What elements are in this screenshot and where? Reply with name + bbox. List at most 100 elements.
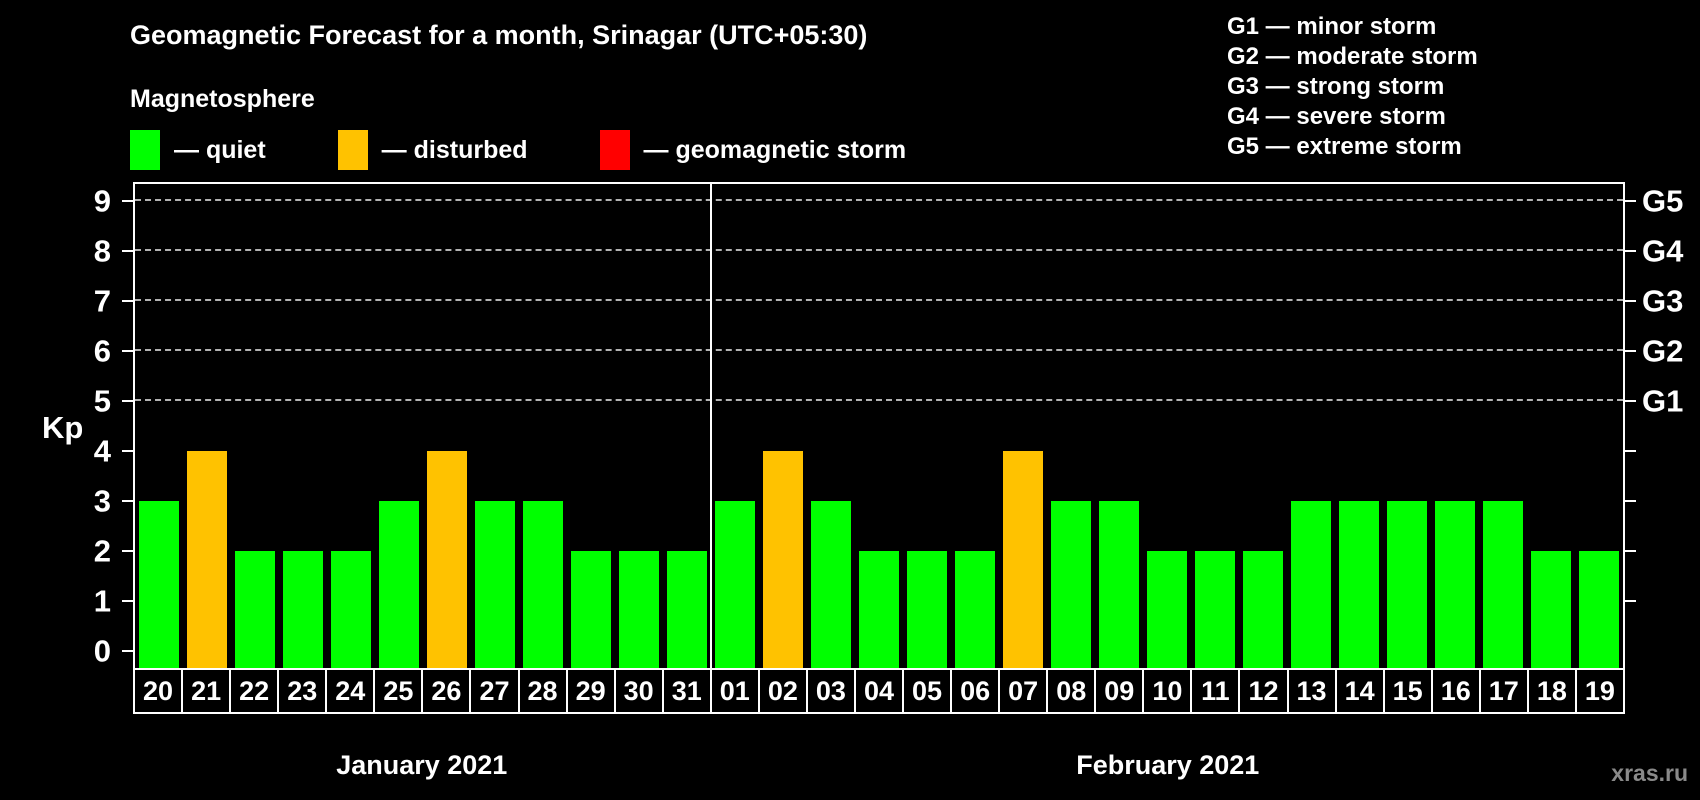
kp-bar-day-27	[474, 501, 516, 668]
kp-bar-day-21	[186, 451, 228, 668]
legend-item-quiet: — quiet	[130, 130, 266, 170]
legend-swatch-storm	[599, 130, 630, 170]
g-label-g3: G3	[1642, 283, 1684, 319]
bar-slot-13	[1287, 184, 1335, 668]
kp-bar-day-14	[1338, 501, 1380, 668]
kp-bar-day-13	[1290, 501, 1332, 668]
bar-slot-16	[1431, 184, 1479, 668]
day-label-12: 12	[1238, 668, 1289, 714]
storm-legend-line-g5: G5 — extreme storm	[1227, 133, 1462, 160]
gridline-7	[135, 299, 1623, 301]
bar-slot-18	[1527, 184, 1575, 668]
kp-bar-day-22	[234, 551, 276, 668]
kp-bar-day-06	[954, 551, 996, 668]
status-legend: — quiet — disturbed — geomagnetic storm	[130, 130, 906, 170]
kp-tick-9	[122, 200, 133, 202]
legend-swatch-quiet	[130, 130, 160, 170]
day-label-08: 08	[1046, 668, 1097, 714]
day-label-28: 28	[517, 668, 568, 714]
kp-tick-7	[122, 300, 133, 302]
day-label-21: 21	[181, 668, 232, 714]
day-label-23: 23	[277, 668, 328, 714]
kp-bar-day-26	[426, 451, 468, 668]
bar-slot-20	[135, 184, 183, 668]
chart-title: Geomagnetic Forecast for a month, Srinag…	[130, 20, 868, 50]
day-label-19: 19	[1574, 668, 1625, 714]
day-label-07: 07	[998, 668, 1049, 714]
kp-bar-day-09	[1098, 501, 1140, 668]
bar-slot-08	[1047, 184, 1095, 668]
day-label-05: 05	[902, 668, 953, 714]
gridline-9	[135, 199, 1623, 201]
day-label-26: 26	[421, 668, 472, 714]
kp-bar-day-18	[1530, 551, 1572, 668]
kp-tick-label-5: 5	[93, 383, 111, 419]
g-tick-9	[1625, 200, 1636, 202]
kp-tick-4	[122, 450, 133, 452]
g-tick-4	[1625, 450, 1636, 452]
gridline-5	[135, 399, 1623, 401]
storm-legend-line-g4: G4 — severe storm	[1227, 103, 1446, 130]
bar-slot-07	[999, 184, 1047, 668]
kp-tick-2	[122, 550, 133, 552]
month-label-1: January 2021	[336, 750, 508, 780]
kp-tick-0	[122, 650, 133, 652]
kp-bar-day-17	[1482, 501, 1524, 668]
g-tick-7	[1625, 300, 1636, 302]
day-label-15: 15	[1382, 668, 1433, 714]
day-label-18: 18	[1526, 668, 1577, 714]
bar-slot-03	[807, 184, 855, 668]
kp-bar-day-20	[138, 501, 180, 668]
kp-bar-day-08	[1050, 501, 1092, 668]
kp-bar-day-19	[1578, 551, 1620, 668]
g-tick-3	[1625, 500, 1636, 502]
kp-tick-1	[122, 600, 133, 602]
kp-tick-label-7: 7	[93, 283, 111, 319]
kp-bar-day-31	[666, 551, 708, 668]
kp-tick-label-3: 3	[93, 483, 111, 519]
g-label-g1: G1	[1642, 383, 1684, 419]
legend-item-disturbed: — disturbed	[337, 130, 528, 170]
kp-bar-day-12	[1242, 551, 1284, 668]
kp-tick-label-9: 9	[93, 183, 111, 219]
bar-slot-05	[903, 184, 951, 668]
bar-slot-22	[231, 184, 279, 668]
day-label-20: 20	[133, 668, 184, 714]
kp-bar-day-16	[1434, 501, 1476, 668]
storm-legend-line-g1: G1 — minor storm	[1227, 13, 1437, 40]
g-label-g4: G4	[1642, 233, 1684, 269]
bar-slot-09	[1095, 184, 1143, 668]
bar-slot-11	[1191, 184, 1239, 668]
bar-slot-26	[423, 184, 471, 668]
kp-bar-day-11	[1194, 551, 1236, 668]
day-label-02: 02	[757, 668, 808, 714]
kp-bar-day-03	[810, 501, 852, 668]
legend-label-disturbed: — disturbed	[381, 135, 528, 164]
bar-slot-30	[615, 184, 663, 668]
legend-item-storm: — geomagnetic storm	[599, 130, 907, 170]
day-label-03: 03	[805, 668, 856, 714]
day-label-13: 13	[1286, 668, 1337, 714]
bar-slot-01	[711, 184, 759, 668]
g-scale-axis: G1 G2 G3 G4 G5	[1625, 182, 1700, 668]
bar-slot-29	[567, 184, 615, 668]
legend-label-storm: — geomagnetic storm	[643, 135, 907, 164]
day-label-09: 09	[1094, 668, 1145, 714]
kp-bar-day-28	[522, 501, 564, 668]
bar-slot-02	[759, 184, 807, 668]
kp-bar-day-10	[1146, 551, 1188, 668]
g-tick-6	[1625, 350, 1636, 352]
kp-bar-day-04	[858, 551, 900, 668]
day-label-25: 25	[373, 668, 424, 714]
day-labels-row: 20 21 22 23 24 25 26 27 28 29 30 31 01 02 03 04 05 06 07 08…	[133, 668, 1625, 714]
month-separator	[710, 184, 712, 668]
day-label-01: 01	[709, 668, 760, 714]
kp-bar-day-01	[714, 501, 756, 668]
watermark: xras.ru	[1611, 760, 1688, 786]
magnetosphere-subtitle: Magnetosphere	[130, 85, 315, 113]
bar-slot-15	[1383, 184, 1431, 668]
bar-slot-04	[855, 184, 903, 668]
legend-swatch-disturbed	[337, 130, 368, 170]
kp-bar-day-23	[282, 551, 324, 668]
